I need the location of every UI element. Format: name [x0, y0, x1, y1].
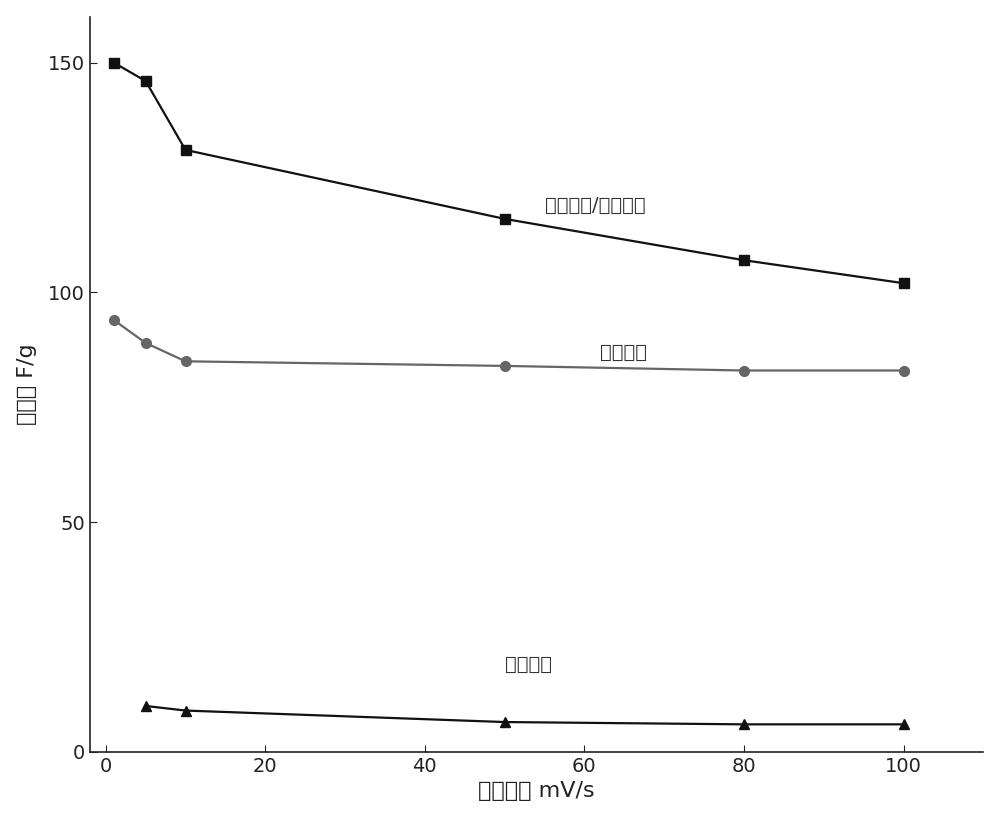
Text: 碳纳米管: 碳纳米管	[600, 343, 647, 362]
Text: 膨胀石墨: 膨胀石墨	[505, 655, 552, 674]
X-axis label: 扫描速率 mV/s: 扫描速率 mV/s	[478, 781, 595, 802]
Text: 膨胀石墨/碳纳米管: 膨胀石墨/碳纳米管	[545, 196, 645, 214]
Y-axis label: 比电容 F/g: 比电容 F/g	[17, 344, 37, 425]
